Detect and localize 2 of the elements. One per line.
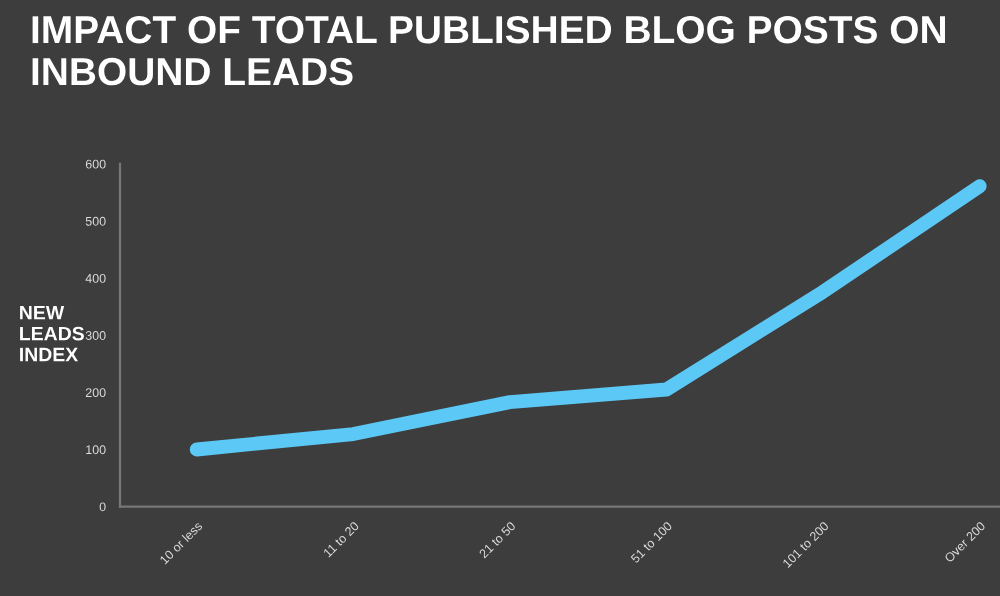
chart-title: IMPACT OF TOTAL PUBLISHED BLOG POSTS ON INBOUND LEADS — [32, 15, 945, 86]
y-axis-title: NEW LEADS INDEX — [20, 305, 84, 362]
